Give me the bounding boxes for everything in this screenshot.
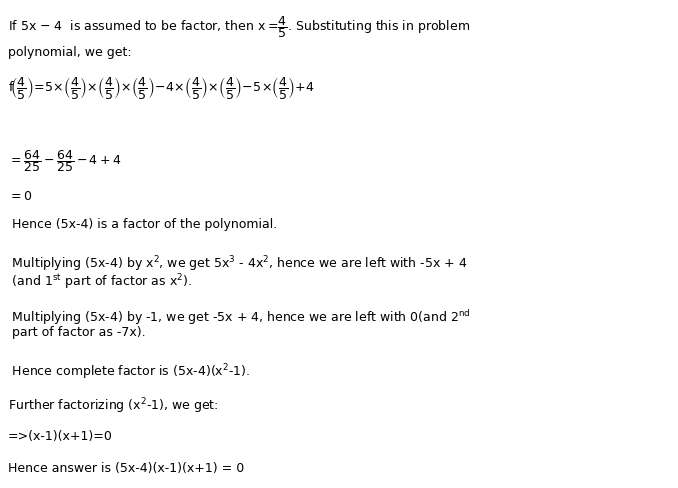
Text: =>(x-1)(x+1)=0: =>(x-1)(x+1)=0 [8,429,113,442]
Text: polynomial, we get:: polynomial, we get: [8,46,132,59]
Text: $=\dfrac{64}{25}-\dfrac{64}{25}-4+4$: $=\dfrac{64}{25}-\dfrac{64}{25}-4+4$ [8,148,121,174]
Text: Hence answer is (5x-4)(x-1)(x+1) = 0: Hence answer is (5x-4)(x-1)(x+1) = 0 [8,461,244,474]
Text: part of factor as -7x).: part of factor as -7x). [8,325,146,338]
Text: Hence complete factor is (5x-4)(x$^2$-1).: Hence complete factor is (5x-4)(x$^2$-1)… [8,361,250,381]
Text: $\mathrm{f}\!\left(\dfrac{4}{5}\right)\!=\!5\!\times\!\left(\dfrac{4}{5}\right)\: $\mathrm{f}\!\left(\dfrac{4}{5}\right)\!… [8,75,315,101]
Text: Multiplying (5x-4) by -1, we get -5x + 4, hence we are left with 0(and 2$^{\math: Multiplying (5x-4) by -1, we get -5x + 4… [8,307,471,326]
Text: Hence (5x-4) is a factor of the polynomial.: Hence (5x-4) is a factor of the polynomi… [8,218,277,230]
Text: (and 1$^{\mathrm{st}}$ part of factor as x$^2$).: (and 1$^{\mathrm{st}}$ part of factor as… [8,271,192,291]
Text: If 5x $-$ 4  is assumed to be factor, then x$=\!\dfrac{4}{5}$. Substituting this: If 5x $-$ 4 is assumed to be factor, the… [8,14,470,40]
Text: Further factorizing (x$^2$-1), we get:: Further factorizing (x$^2$-1), we get: [8,395,218,415]
Text: $=0$: $=0$ [8,190,33,203]
Text: Multiplying (5x-4) by x$^2$, we get 5x$^3$ - 4x$^2$, hence we are left with -5x : Multiplying (5x-4) by x$^2$, we get 5x$^… [8,253,467,273]
